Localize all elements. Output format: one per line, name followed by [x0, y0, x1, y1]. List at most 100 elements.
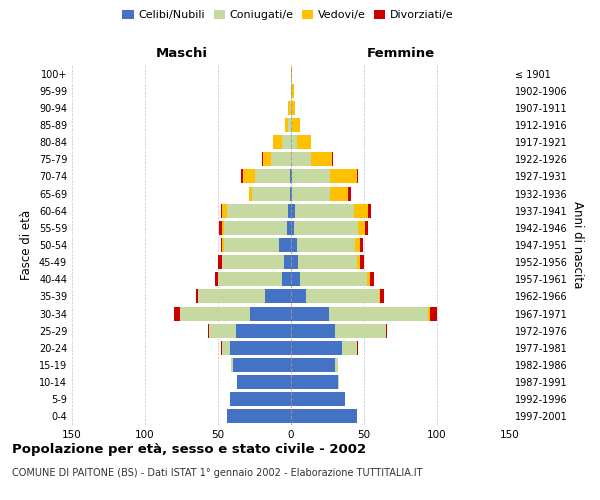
Bar: [291, 272, 300, 286]
Bar: [295, 204, 354, 218]
Bar: [380, 290, 385, 304]
Bar: [291, 84, 294, 98]
Bar: [251, 186, 290, 200]
Bar: [288, 118, 291, 132]
Bar: [291, 324, 335, 338]
Legend: Celibi/Nubili, Coniugati/e, Vedovi/e, Divorziati/e: Celibi/Nubili, Coniugati/e, Vedovi/e, Di…: [118, 6, 458, 25]
Bar: [274, 135, 282, 149]
Bar: [237, 375, 291, 389]
Bar: [358, 221, 365, 235]
Bar: [196, 290, 197, 304]
Bar: [180, 306, 250, 320]
Bar: [197, 290, 265, 304]
Bar: [284, 255, 291, 269]
Bar: [292, 186, 331, 200]
Bar: [221, 238, 223, 252]
Bar: [291, 238, 297, 252]
Bar: [208, 324, 209, 338]
Bar: [291, 186, 292, 200]
Bar: [223, 204, 227, 218]
Bar: [282, 272, 291, 286]
Bar: [290, 101, 291, 115]
Bar: [230, 392, 291, 406]
Bar: [298, 255, 357, 269]
Bar: [428, 306, 430, 320]
Bar: [329, 306, 428, 320]
Bar: [342, 341, 357, 355]
Bar: [292, 118, 300, 132]
Bar: [294, 221, 358, 235]
Bar: [290, 170, 291, 183]
Bar: [290, 186, 291, 200]
Bar: [356, 341, 358, 355]
Bar: [291, 221, 294, 235]
Bar: [305, 290, 379, 304]
Bar: [280, 238, 291, 252]
Bar: [291, 101, 295, 115]
Bar: [335, 324, 386, 338]
Text: Popolazione per età, sesso e stato civile - 2002: Popolazione per età, sesso e stato civil…: [12, 442, 366, 456]
Bar: [250, 306, 291, 320]
Text: Femmine: Femmine: [367, 47, 434, 60]
Y-axis label: Fasce di età: Fasce di età: [20, 210, 33, 280]
Bar: [243, 170, 254, 183]
Bar: [227, 204, 288, 218]
Bar: [291, 290, 305, 304]
Bar: [223, 238, 224, 252]
Bar: [291, 358, 335, 372]
Bar: [291, 66, 292, 80]
Bar: [379, 290, 380, 304]
Bar: [221, 204, 223, 218]
Bar: [262, 152, 263, 166]
Bar: [224, 221, 287, 235]
Bar: [365, 221, 368, 235]
Bar: [231, 358, 233, 372]
Bar: [359, 255, 364, 269]
Bar: [215, 272, 218, 286]
Bar: [356, 170, 358, 183]
Bar: [331, 170, 357, 183]
Bar: [331, 186, 348, 200]
Bar: [224, 238, 280, 252]
Bar: [209, 324, 236, 338]
Bar: [291, 152, 311, 166]
Bar: [354, 204, 368, 218]
Bar: [218, 255, 223, 269]
Bar: [430, 306, 437, 320]
Bar: [335, 358, 338, 372]
Bar: [285, 118, 288, 132]
Bar: [356, 255, 359, 269]
Bar: [263, 152, 271, 166]
Bar: [288, 204, 291, 218]
Bar: [368, 204, 371, 218]
Bar: [291, 170, 292, 183]
Bar: [291, 341, 342, 355]
Bar: [223, 341, 230, 355]
Bar: [291, 135, 297, 149]
Bar: [338, 375, 339, 389]
Bar: [227, 410, 291, 424]
Bar: [291, 255, 298, 269]
Bar: [291, 375, 338, 389]
Bar: [367, 272, 370, 286]
Bar: [230, 341, 291, 355]
Bar: [221, 341, 223, 355]
Bar: [223, 221, 224, 235]
Bar: [297, 238, 355, 252]
Bar: [220, 221, 223, 235]
Bar: [355, 238, 359, 252]
Bar: [311, 152, 332, 166]
Bar: [218, 272, 282, 286]
Text: COMUNE DI PAITONE (BS) - Dati ISTAT 1° gennaio 2002 - Elaborazione TUTTITALIA.IT: COMUNE DI PAITONE (BS) - Dati ISTAT 1° g…: [12, 468, 422, 477]
Bar: [271, 152, 291, 166]
Bar: [359, 238, 362, 252]
Bar: [297, 135, 311, 149]
Text: Maschi: Maschi: [155, 47, 208, 60]
Bar: [254, 170, 290, 183]
Bar: [233, 358, 291, 372]
Bar: [291, 306, 329, 320]
Y-axis label: Anni di nascita: Anni di nascita: [571, 202, 584, 288]
Bar: [291, 410, 356, 424]
Bar: [241, 170, 243, 183]
Bar: [265, 290, 291, 304]
